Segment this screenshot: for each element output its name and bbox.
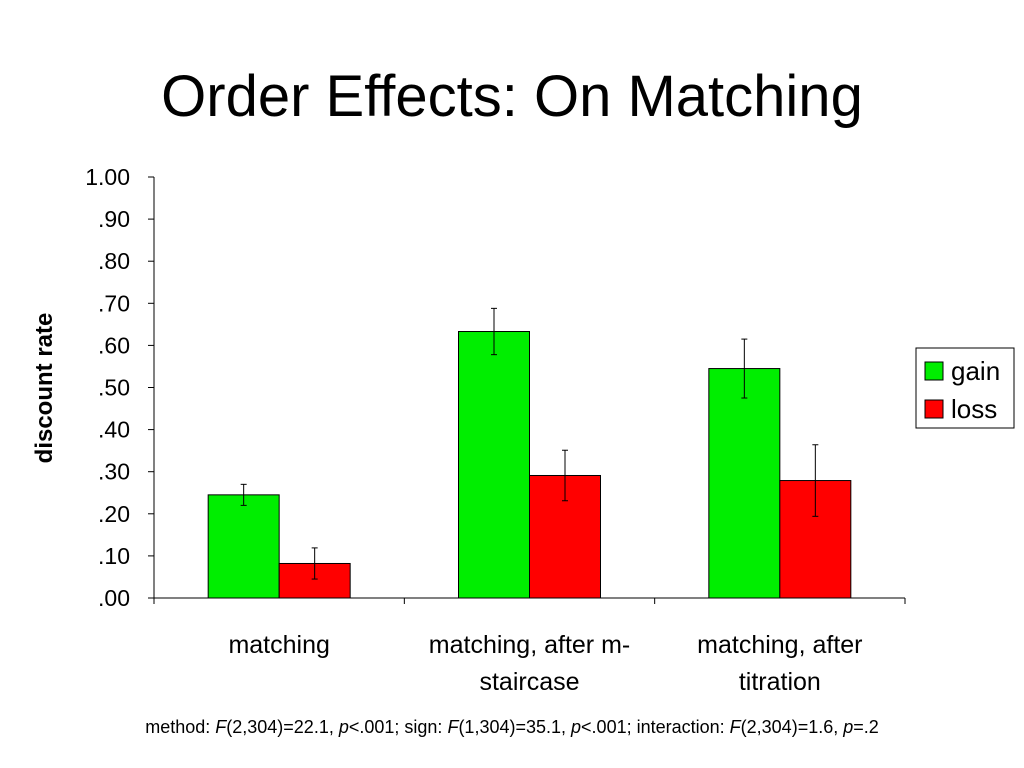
statistics-line: method: F(2,304)=22.1, p<.001; sign: F(1… — [0, 717, 1024, 738]
y-tick-label: 1.00 — [85, 164, 130, 190]
stats-inter-f: F — [729, 717, 741, 737]
legend-label-gain: gain — [951, 356, 1000, 386]
stats-method-f: F — [215, 717, 227, 737]
error-bars — [240, 307, 819, 580]
stats-inter-args: (2,304)=1.6, — [740, 717, 844, 737]
legend-swatch-gain — [924, 361, 944, 381]
stats-method-pval: <.001; sign: — [348, 717, 448, 737]
legend-label-loss: loss — [951, 394, 997, 424]
slide-title: Order Effects: On Matching — [161, 64, 863, 129]
stats-sign-args: (1,304)=35.1, — [458, 717, 572, 737]
stats-method-p: p — [338, 717, 349, 737]
stats-sign-f: F — [447, 717, 459, 737]
y-axis-title: discount rate — [31, 313, 58, 464]
stats-inter-p: p — [843, 717, 854, 737]
y-tick-label: .60 — [98, 332, 130, 358]
legend-swatch-loss — [924, 399, 944, 419]
y-tick-label: .70 — [98, 290, 130, 316]
bar-gain — [708, 368, 781, 599]
x-category-label: staircase — [479, 668, 579, 696]
stats-method-args: (2,304)=22.1, — [226, 717, 339, 737]
bar-gain — [207, 494, 280, 599]
y-tick-label: .40 — [98, 417, 130, 443]
legend: gain loss — [915, 347, 1015, 429]
x-category-label: matching, after — [697, 631, 862, 659]
bar-gain — [458, 331, 530, 599]
stats-inter-pval: =.2 — [853, 717, 879, 737]
stats-sign-pval: <.001; interaction: — [581, 717, 730, 737]
stats-method-label: method: — [145, 717, 216, 737]
y-tick-label: .50 — [98, 375, 130, 401]
bars — [207, 331, 852, 599]
y-tick-label: .30 — [98, 459, 130, 485]
x-category-label: matching — [228, 631, 329, 659]
x-category-label: titration — [739, 668, 821, 696]
y-tick-label: .20 — [98, 501, 130, 527]
axis-labels: .00 .10 .20 .30 .40 .50 .60 .70 .80 .90 1.00 matchi… — [31, 164, 863, 696]
x-category-label: matching, after m- — [429, 631, 630, 659]
y-tick-label: .80 — [98, 248, 130, 274]
y-tick-label: .10 — [98, 543, 130, 569]
y-tick-label: .00 — [98, 585, 130, 611]
y-tick-label: .90 — [98, 206, 130, 232]
stats-sign-p: p — [571, 717, 582, 737]
